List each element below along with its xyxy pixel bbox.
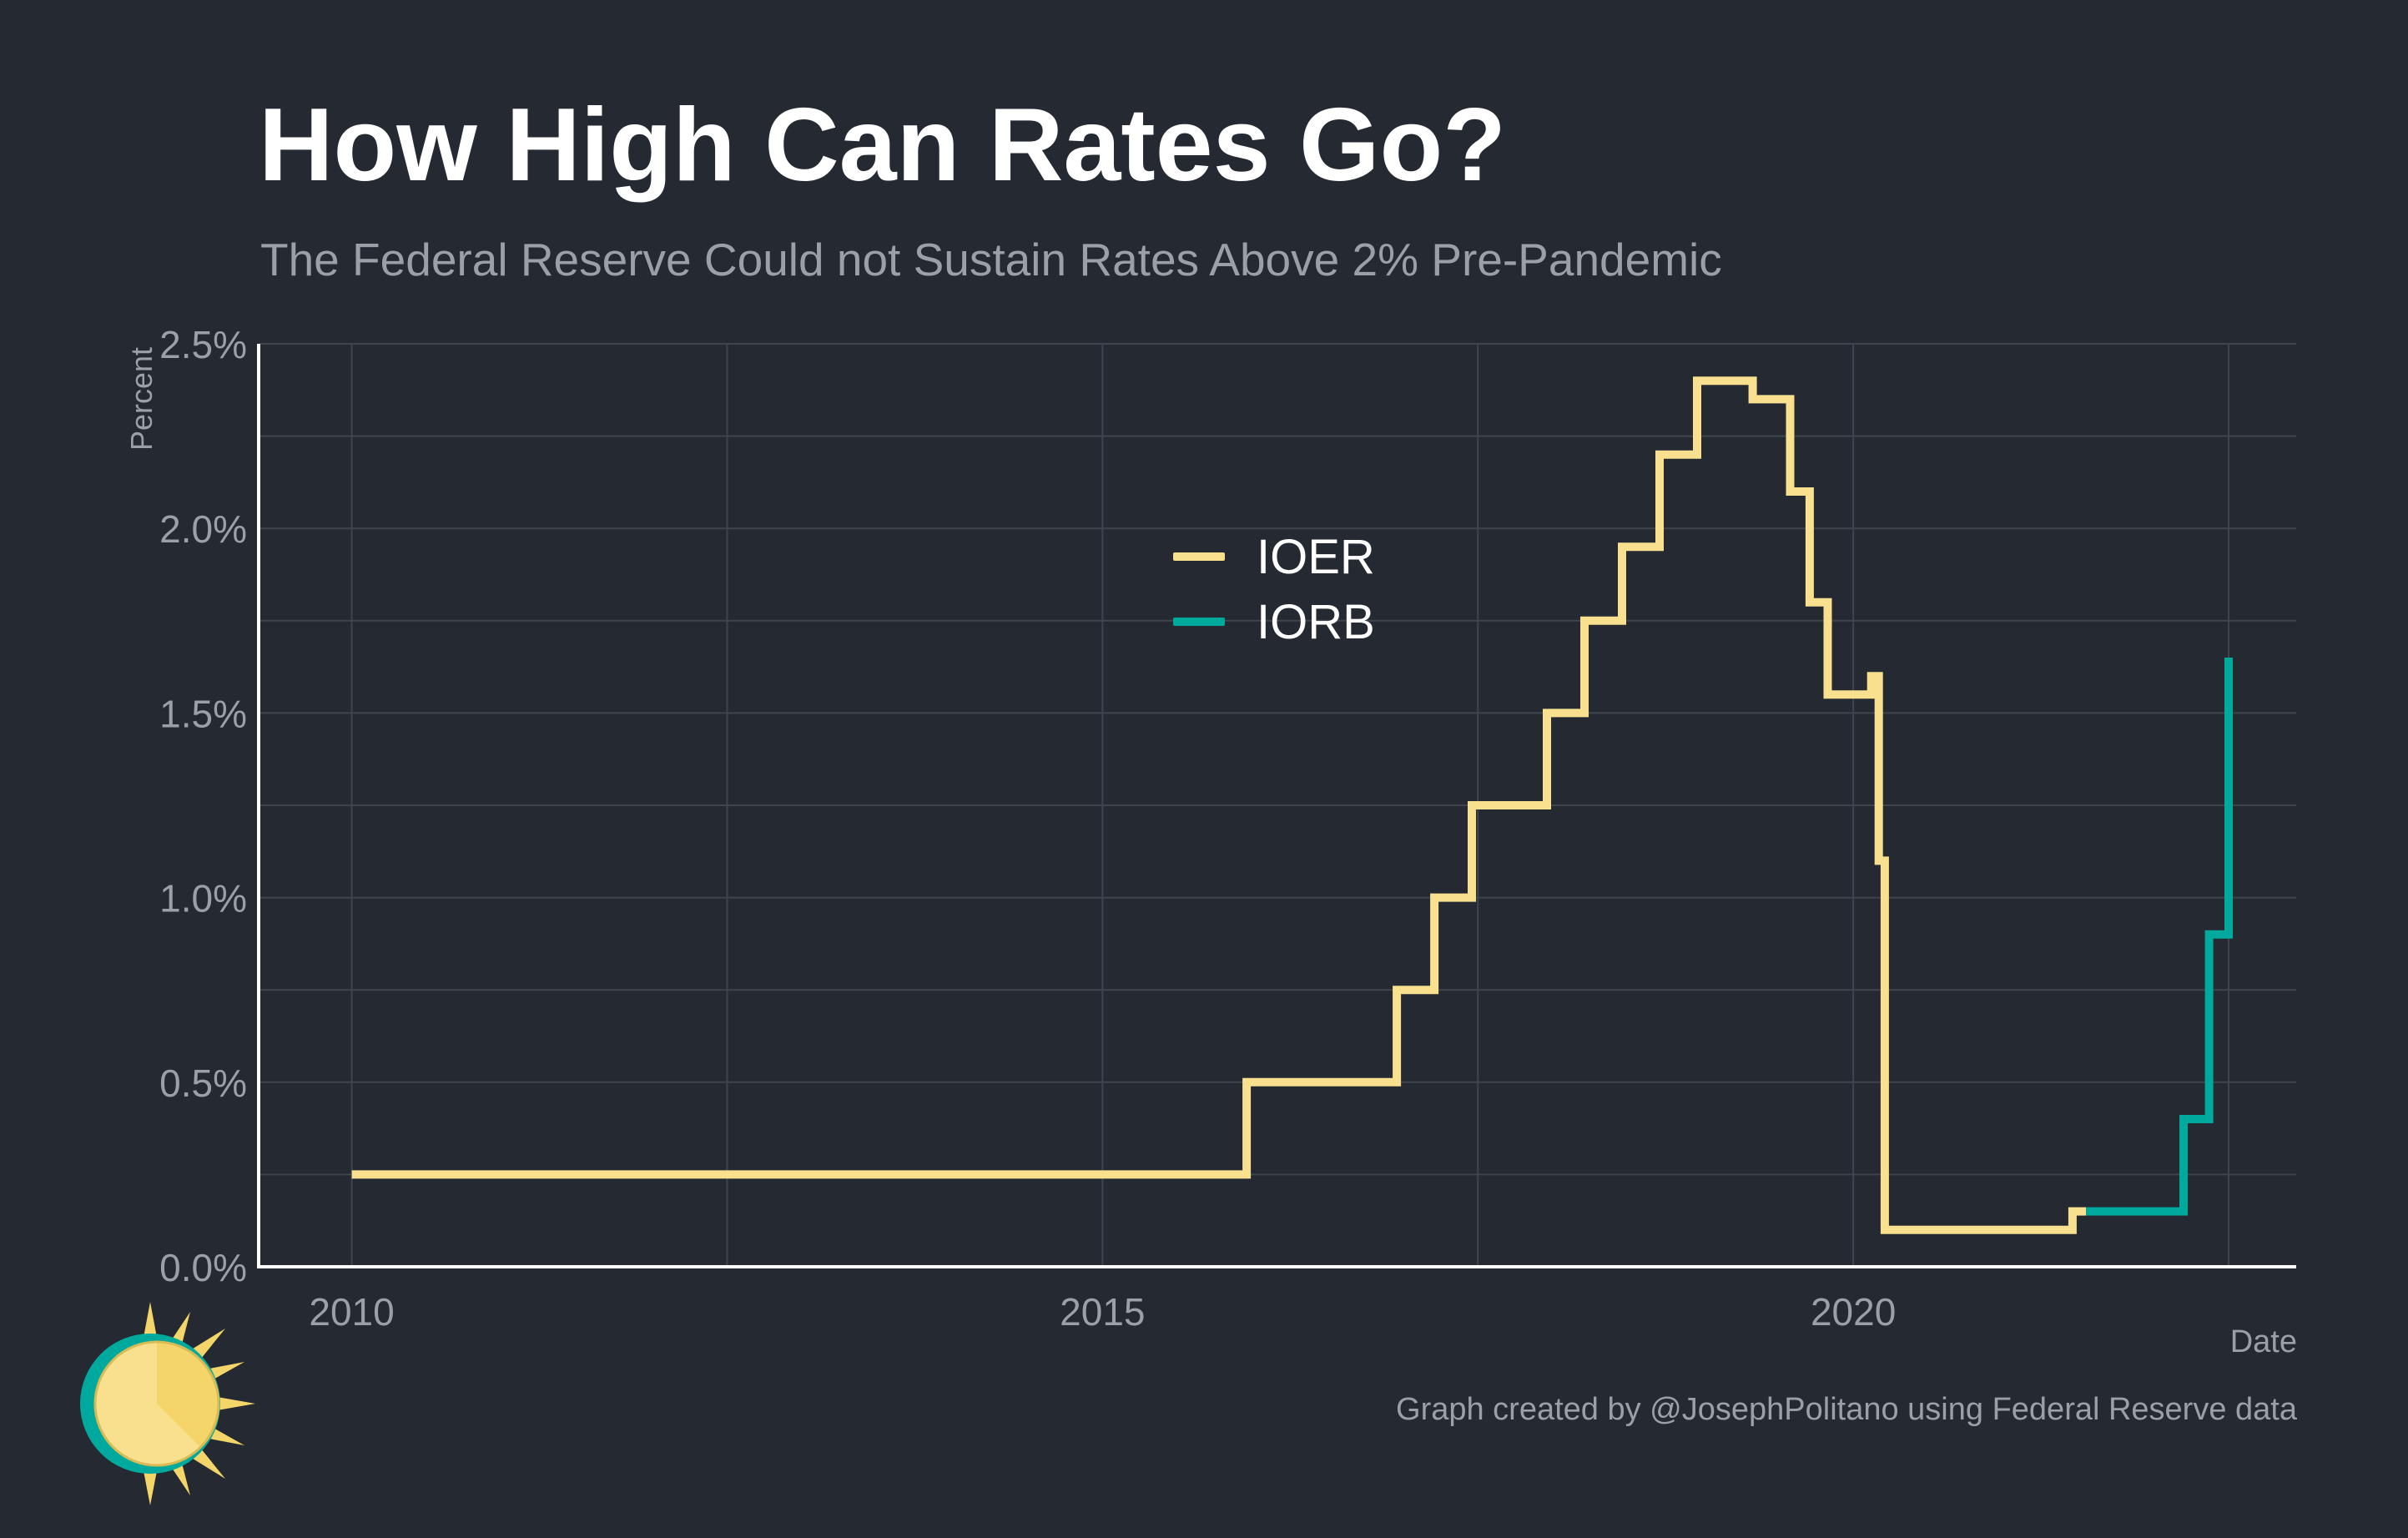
tick-labels: 0.0% 0.5% 1.0% 1.5% 2.0% 2.5% 2010 2015 2020 bbox=[159, 323, 1896, 1334]
series-line-ioer bbox=[351, 376, 2087, 1234]
y-tick-label: 2.5% bbox=[159, 323, 247, 366]
legend-label-iorb: IORB bbox=[1257, 594, 1375, 649]
x-tick-label: 2015 bbox=[1060, 1290, 1145, 1334]
grid bbox=[259, 343, 2296, 1268]
chart-subtitle: The Federal Reserve Could not Sustain Ra… bbox=[260, 234, 1722, 285]
chart-title: How High Can Rates Go? bbox=[259, 88, 1506, 203]
x-tick-label: 2020 bbox=[1811, 1290, 1896, 1334]
y-tick-label: 1.5% bbox=[159, 692, 247, 735]
legend-item-ioer: IOER bbox=[1173, 524, 1375, 589]
series-layer bbox=[351, 376, 2233, 1234]
source-caption: Graph created by @JosephPolitano using F… bbox=[1396, 1392, 2297, 1427]
y-tick-label: 2.0% bbox=[159, 507, 247, 551]
x-tick-label: 2010 bbox=[309, 1290, 394, 1334]
legend-item-iorb: IORB bbox=[1173, 589, 1375, 654]
legend-label-ioer: IOER bbox=[1257, 529, 1375, 584]
x-axis-label: Date bbox=[2229, 1324, 2297, 1359]
sun-icon bbox=[80, 1302, 255, 1505]
series-line-iorb bbox=[2086, 658, 2233, 1216]
y-tick-label: 1.0% bbox=[159, 877, 247, 920]
chart-legend: IOER IORB bbox=[1173, 524, 1375, 654]
legend-swatch-iorb bbox=[1173, 618, 1225, 626]
legend-swatch-ioer bbox=[1173, 552, 1225, 561]
y-tick-label: 0.0% bbox=[159, 1246, 247, 1289]
axes bbox=[257, 344, 2296, 1268]
y-tick-label: 0.5% bbox=[159, 1061, 247, 1105]
